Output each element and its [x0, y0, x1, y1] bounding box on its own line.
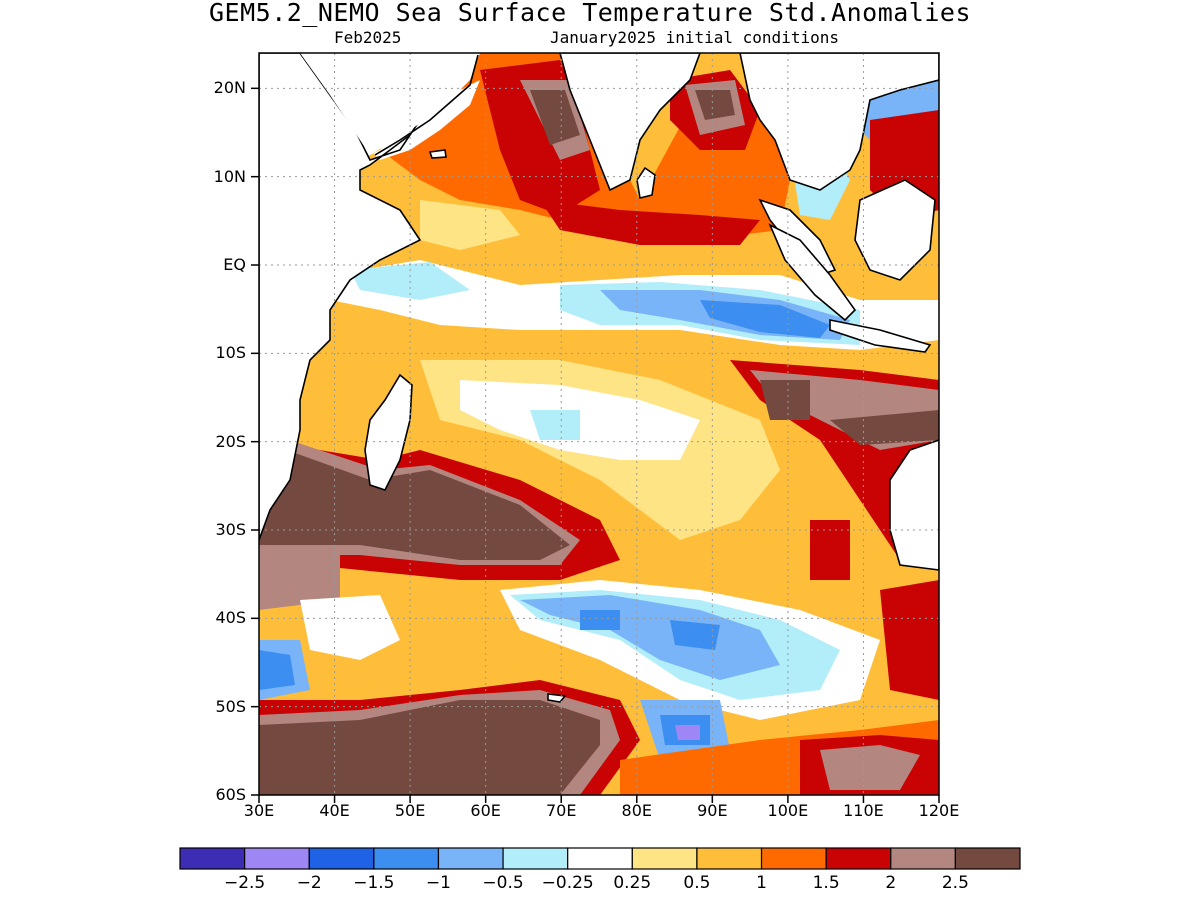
lat-tick-label: 50S — [215, 696, 246, 716]
lat-tick-label: 20S — [215, 431, 246, 451]
colorbar-label: −1.5 — [353, 873, 395, 893]
colorbar-label: −2.5 — [223, 873, 266, 893]
colorbar-swatch — [696, 847, 763, 870]
colorbar-swatch — [760, 847, 827, 870]
colorbar-swatch — [631, 847, 698, 870]
colorbar-label: 1 — [756, 873, 767, 893]
lon-tick-label: 50E — [394, 801, 426, 820]
colorbar-label: 2 — [885, 873, 897, 893]
lon-tick-label: 70E — [545, 801, 577, 820]
lon-tick-label: 100E — [767, 801, 809, 820]
colorbar-swatch — [825, 847, 892, 870]
colorbar-swatch — [567, 847, 633, 870]
colorbar-swatch — [373, 847, 440, 870]
colorbar-label: 0.25 — [613, 873, 652, 893]
colorbar-swatch — [308, 847, 375, 870]
map-title: GEM5.2_NEMO Sea Surface Temperature Std.… — [208, 0, 971, 27]
lon-tick-label: 80E — [621, 801, 652, 820]
lat-tick-label: 30S — [215, 520, 246, 539]
lon-tick-label: 110E — [843, 801, 884, 820]
se-asia-coast — [739, 53, 939, 191]
lat-tick-label: 60S — [215, 785, 246, 804]
colorbar-label: 1.5 — [812, 873, 840, 893]
land-masses — [259, 53, 939, 703]
colorbar-label: −1 — [425, 873, 451, 893]
initial-conditions: January2025 initial conditions — [550, 28, 839, 47]
lat-tick-label: EQ — [223, 255, 246, 274]
colorbar-swatch — [502, 847, 569, 870]
lon-tick-label: 30E — [243, 801, 275, 820]
lat-tick-label: 10N — [213, 166, 246, 186]
colorbar-swatch — [890, 847, 956, 870]
africa-coast — [259, 53, 422, 541]
lat-tick-label: 40S — [215, 608, 246, 628]
colorbar-swatch — [437, 847, 504, 870]
lon-tick-label: 40E — [319, 801, 350, 820]
colorbar-swatch — [954, 847, 1021, 870]
forecast-month: Feb2025 — [334, 28, 402, 47]
lon-tick-label: 120E — [918, 801, 960, 820]
colorbar-label: −0.5 — [482, 873, 524, 893]
lat-tick-label: 20N — [213, 78, 246, 98]
sri-lanka — [636, 166, 656, 199]
colorbar-label: 0.5 — [683, 873, 711, 893]
anomaly-bands — [259, 53, 939, 795]
lon-tick-label: 90E — [697, 801, 728, 820]
colorbar-swatch — [244, 847, 310, 870]
lat-tick-label: 10S — [215, 343, 246, 363]
india-coast — [559, 53, 701, 192]
colorbar-label: −2 — [296, 873, 322, 893]
axis-ticks — [251, 87, 940, 803]
plot-frame — [258, 52, 940, 796]
colorbar-label: −0.25 — [541, 873, 594, 893]
sumatra — [768, 223, 857, 322]
anomaly-field — [259, 53, 939, 795]
java — [829, 319, 932, 353]
colorbar — [179, 847, 1021, 870]
grid-lines — [259, 53, 939, 795]
madagascar — [364, 373, 413, 491]
colorbar-swatch — [179, 847, 246, 870]
colorbar-label: 2.5 — [941, 873, 969, 893]
lon-tick-label: 60E — [470, 801, 501, 820]
